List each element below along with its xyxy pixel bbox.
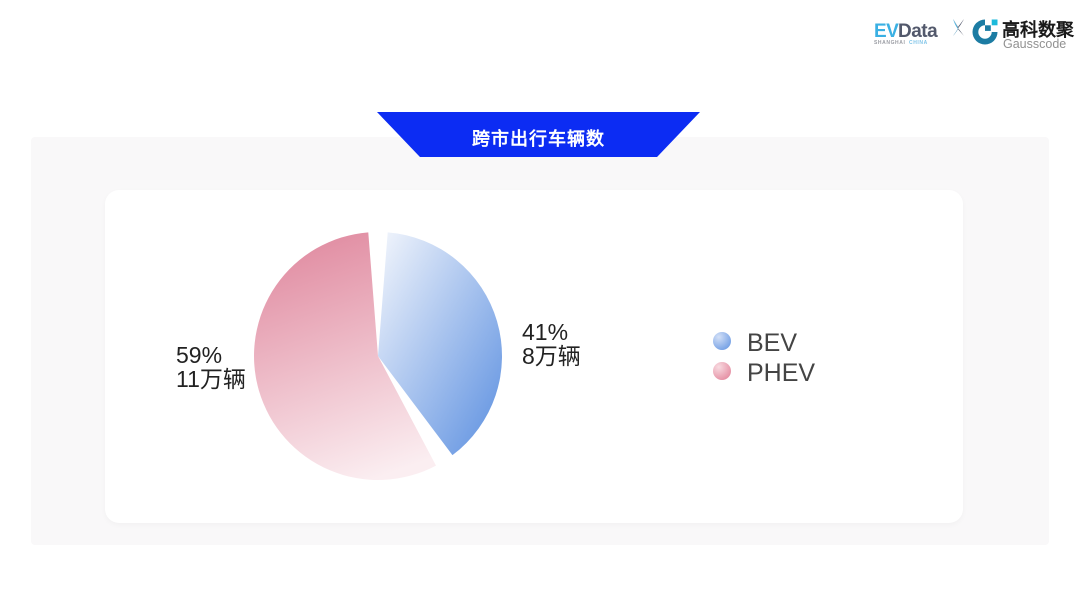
svg-text:Gausscode: Gausscode [1003, 37, 1066, 50]
svg-text:EV: EV [874, 21, 899, 42]
svg-text:SHANGHAI: SHANGHAI [874, 40, 905, 46]
svg-text:CHINA: CHINA [909, 40, 928, 46]
svg-text:Data: Data [898, 21, 938, 42]
